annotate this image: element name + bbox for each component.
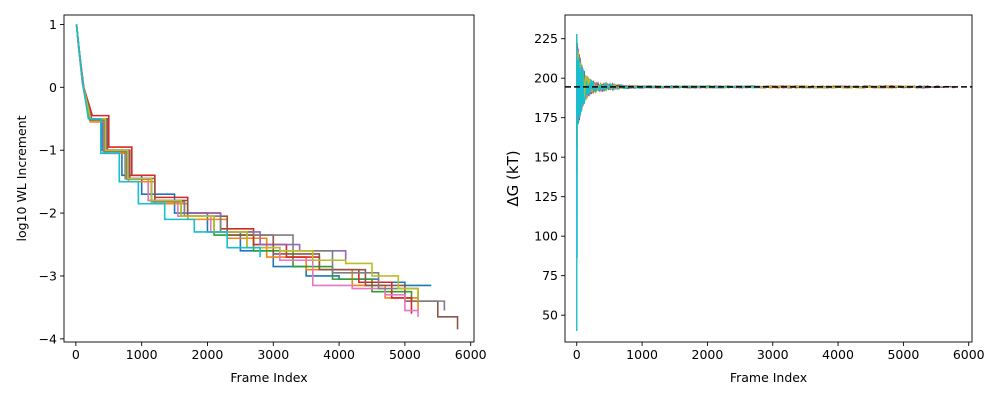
x-tick-label: 0: [573, 347, 581, 362]
dg-series-2: [576, 33, 917, 173]
x-axis-label: Frame Index: [230, 370, 307, 385]
dg-series-7: [576, 33, 917, 125]
wl-series-10: [75, 24, 261, 258]
x-tick-label: 5000: [389, 347, 421, 362]
x-tick-label: 6000: [455, 347, 487, 362]
y-axis-label: log10 WL Increment: [14, 115, 29, 241]
x-tick-label: 4000: [323, 347, 355, 362]
x-tick-label: 0: [72, 347, 80, 362]
x-tick-label: 4000: [822, 347, 854, 362]
dg-series-6: [576, 33, 956, 123]
plot-frame: [63, 14, 475, 343]
y-tick-label: 225: [534, 31, 558, 46]
y-tick-label: 0: [49, 80, 57, 95]
series-group: [75, 24, 459, 330]
y-tick-label: 1: [49, 17, 57, 32]
dg-series-3: [576, 33, 911, 118]
dg-series-5: [576, 33, 845, 119]
y-tick-label: 150: [534, 150, 558, 165]
delta-g-chart: 0 1000 2000 3000 4000 5000 6000 225 200 175 150 125…: [504, 14, 985, 385]
wl-series-6: [75, 24, 459, 330]
wl-series-9: [75, 24, 419, 302]
x-tick-label: 3000: [257, 347, 289, 362]
dg-series-10: [576, 33, 760, 331]
dg-series-9: [576, 33, 917, 123]
y-tick-label: 125: [534, 189, 558, 204]
y-tick-label: −4: [39, 331, 57, 346]
x-tick-label: 3000: [757, 347, 789, 362]
dg-series-8: [576, 33, 943, 120]
x-tick-label: 5000: [887, 347, 919, 362]
x-axis-label: Frame Index: [730, 370, 807, 385]
y-tick-label: −2: [39, 206, 57, 221]
dg-series-4: [576, 33, 911, 120]
x-tick-label: 2000: [692, 347, 724, 362]
y-tick-label: −1: [39, 143, 57, 158]
x-tick-label: 6000: [953, 347, 985, 362]
series-group: [576, 33, 956, 331]
y-tick-label: 175: [534, 110, 558, 125]
y-tick-label: 75: [542, 268, 558, 283]
x-tick-label: 2000: [192, 347, 224, 362]
x-tick-label: 1000: [626, 347, 658, 362]
y-tick-label: 50: [542, 308, 558, 323]
y-axis-label: ΔG (kT): [504, 150, 522, 206]
y-tick-label: −3: [39, 268, 57, 283]
y-tick-label: 200: [534, 71, 558, 86]
y-tick-label: 100: [534, 229, 558, 244]
wl-increment-chart: 0 1000 2000 3000 4000 5000 6000 1 0 −1 −2 −3 −4 Frame…: [14, 14, 487, 385]
plot-frame: [564, 14, 973, 343]
x-tick-label: 1000: [126, 347, 158, 362]
